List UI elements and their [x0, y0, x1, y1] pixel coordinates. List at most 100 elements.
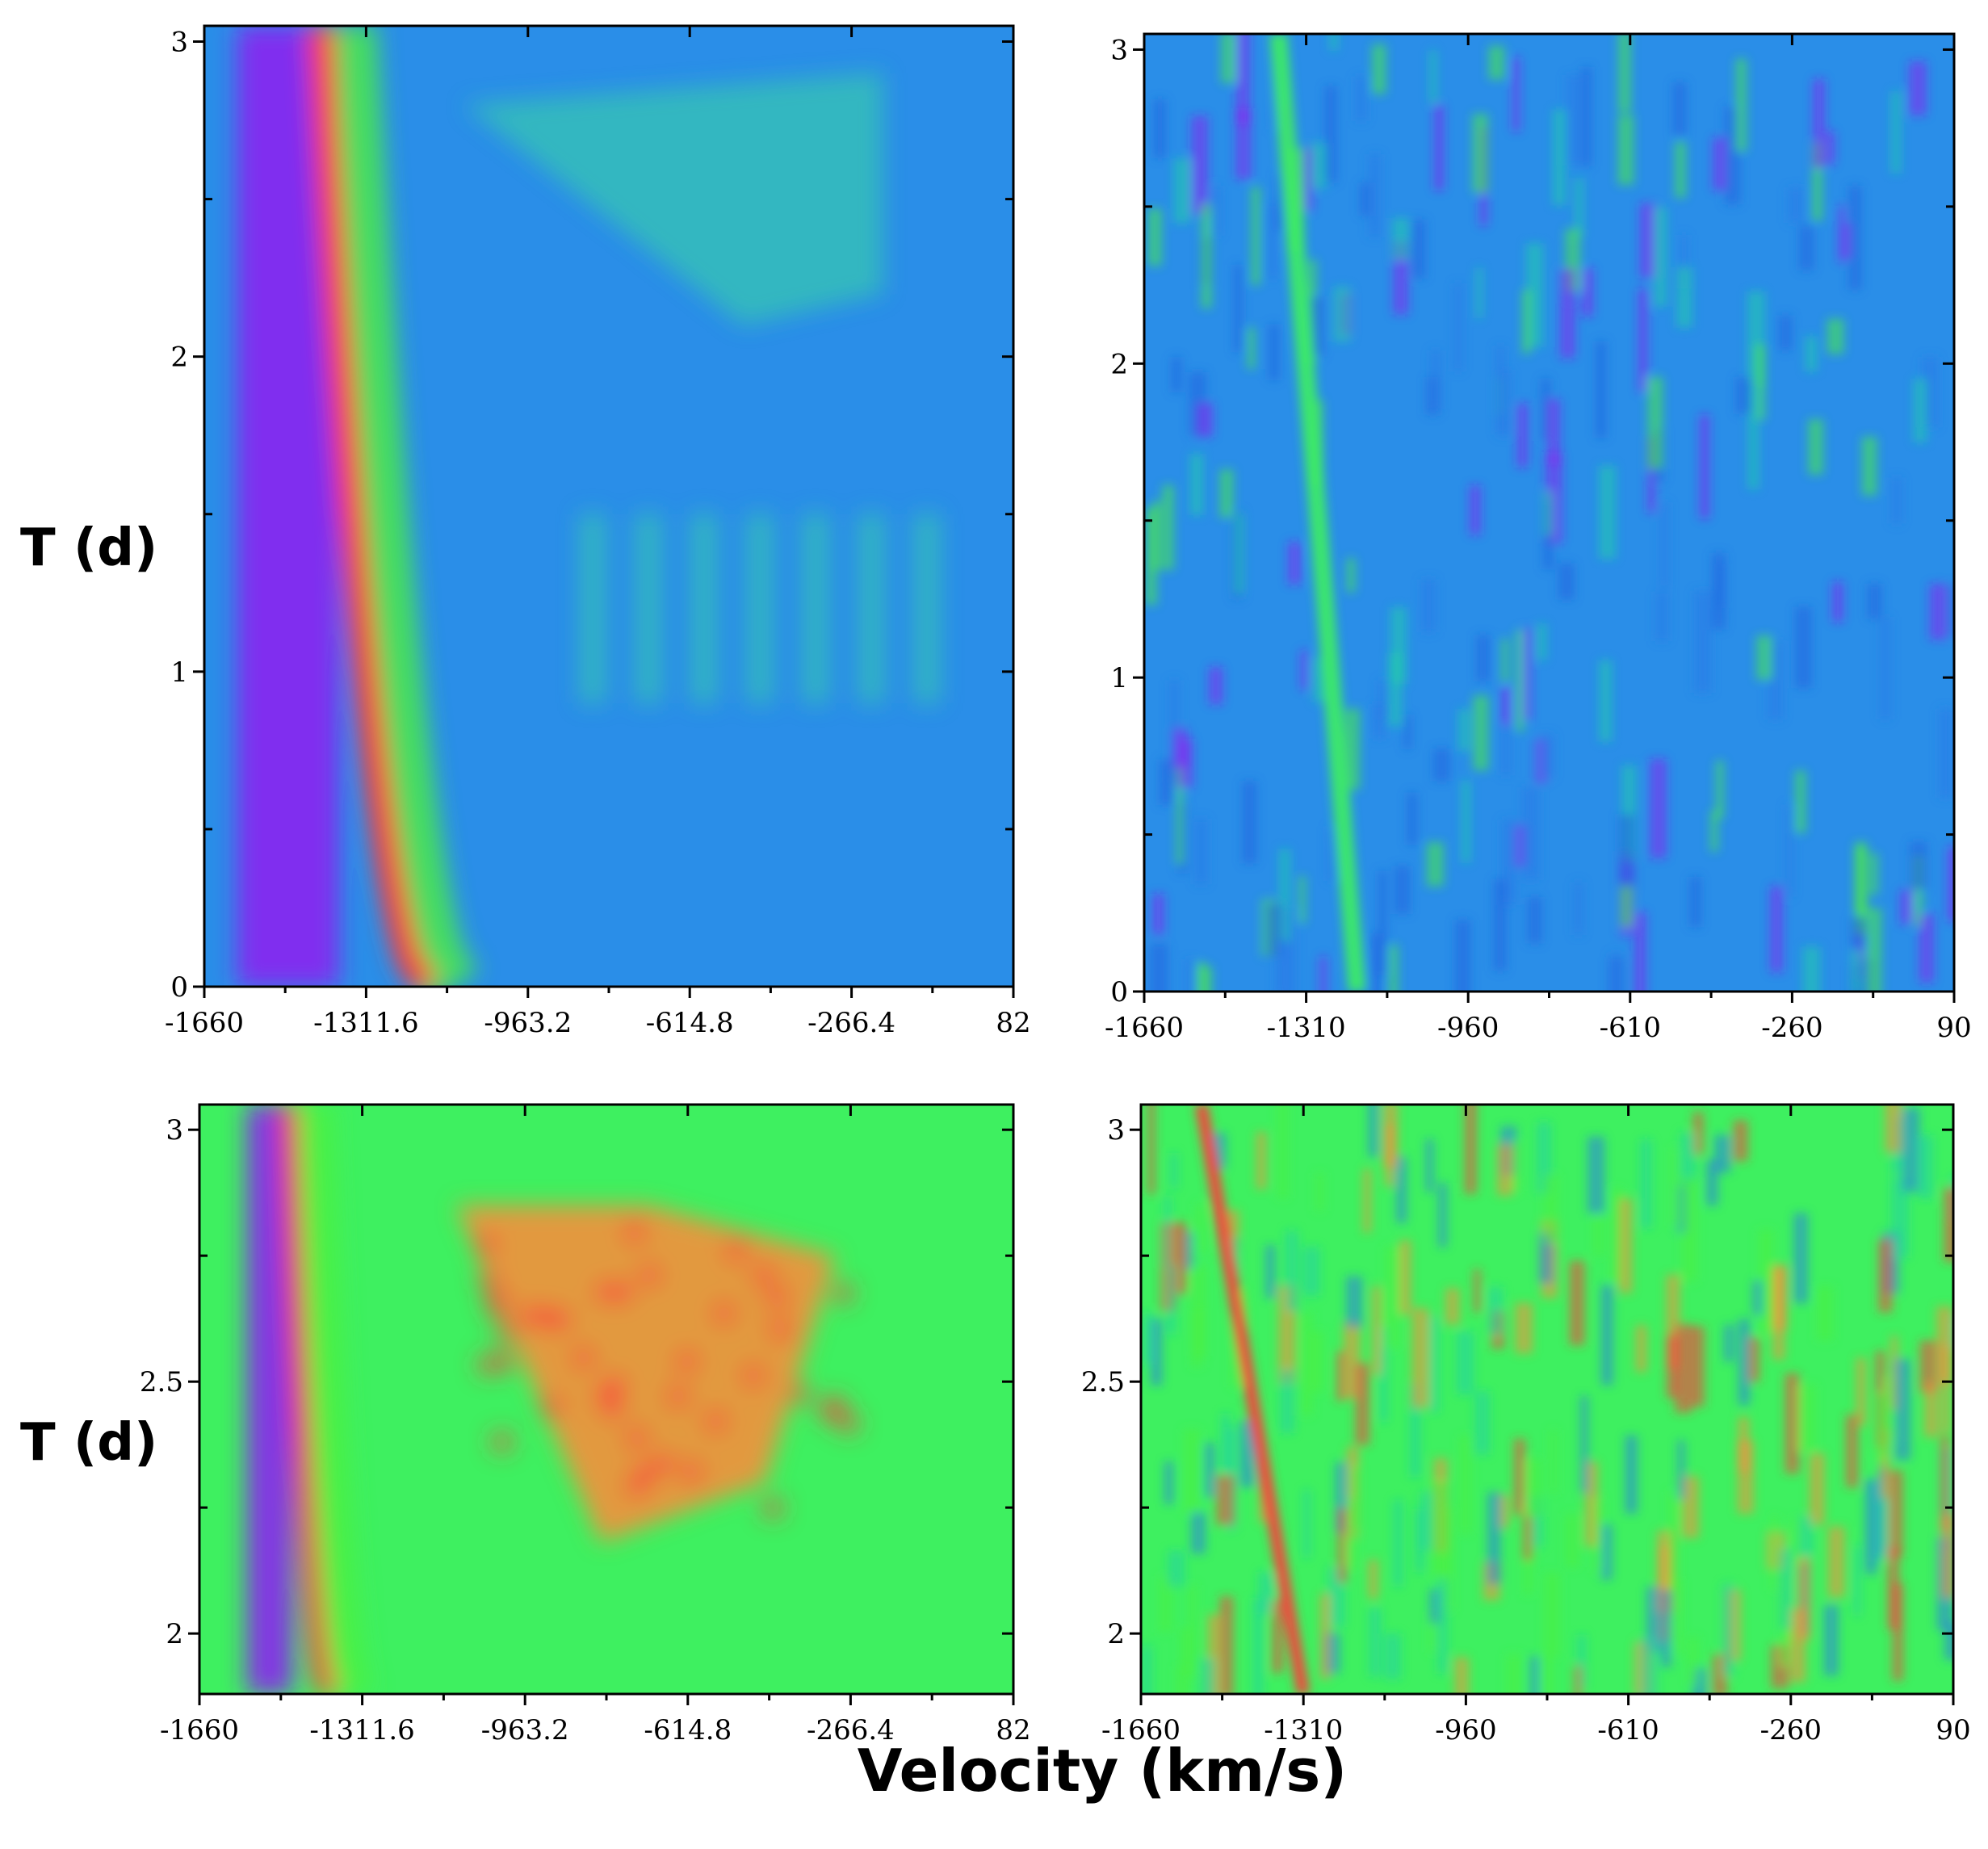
knot-feature [831, 1281, 854, 1305]
streak [1420, 1491, 1434, 1551]
streak [1827, 318, 1844, 354]
streak [1372, 1286, 1381, 1375]
streak [1593, 1214, 1604, 1256]
knot-feature [638, 1264, 661, 1287]
streak [1638, 288, 1648, 393]
streak [1428, 1612, 1437, 1653]
knot-feature [625, 1426, 648, 1449]
streak [1795, 606, 1812, 689]
streak [1313, 657, 1325, 702]
streak [1472, 114, 1489, 193]
knot-feature [675, 1350, 698, 1373]
streak [1512, 57, 1520, 132]
y-tick-label: 1 [1110, 662, 1128, 694]
streak [1474, 1391, 1490, 1455]
x-tick-label: -1660 [165, 1007, 244, 1039]
knot-feature [724, 1239, 748, 1263]
streak [1151, 1319, 1163, 1386]
streak [1384, 1246, 1400, 1349]
streak [1497, 1143, 1513, 1196]
streak [1853, 1545, 1860, 1616]
streak [1303, 1489, 1311, 1558]
x-tick-label: -1660 [1101, 1714, 1181, 1746]
streak [1843, 224, 1851, 258]
knot-feature [610, 1281, 634, 1304]
streak [1878, 1239, 1893, 1313]
streak [1738, 1417, 1750, 1473]
streak [1634, 912, 1646, 992]
streak [1267, 203, 1278, 279]
knot-feature [837, 1411, 861, 1435]
streak [1458, 709, 1470, 752]
streak [1221, 1413, 1230, 1472]
streak [1559, 268, 1575, 358]
streak [1856, 1357, 1866, 1426]
streak [1738, 1319, 1751, 1406]
streak [1816, 1286, 1834, 1341]
y-axis-title-bottom: T (d) [20, 1413, 157, 1473]
streak [1147, 208, 1162, 266]
streak [1461, 780, 1471, 863]
streak [1713, 1134, 1731, 1173]
streak [1431, 1480, 1449, 1578]
x-axis-title: Velocity (km/s) [858, 1737, 1347, 1805]
streak [1143, 1312, 1154, 1365]
streak [1735, 58, 1747, 153]
streak [1538, 1232, 1554, 1284]
feature-wedge [464, 73, 883, 325]
streak [1153, 99, 1166, 158]
x-tick-label: -614.8 [644, 1714, 732, 1746]
streak [1173, 158, 1191, 224]
y-tick-label: 1 [170, 656, 188, 689]
streak [1755, 344, 1765, 421]
y-tick-label: 0 [1110, 976, 1128, 1008]
streak [1799, 1516, 1814, 1558]
panel-top-left: -1660 -1311.6 -963.2 -614.8 -266.4 82 0 1 2 3 [165, 24, 1031, 1039]
streak [1521, 786, 1540, 881]
x-tick-label: 82 [996, 1714, 1030, 1746]
emission-ridge [1194, 1105, 1311, 1694]
streak [1710, 810, 1718, 852]
streak [1474, 1268, 1481, 1313]
x-tick-label: -1660 [1105, 1012, 1184, 1044]
streak [1385, 1124, 1395, 1186]
streak [1393, 241, 1409, 315]
streak [1185, 959, 1195, 992]
streak [1671, 1579, 1683, 1655]
streak [1756, 635, 1772, 681]
streak [1159, 1576, 1172, 1633]
streak [1390, 607, 1407, 685]
stripe-feature [580, 514, 605, 703]
knot-feature [477, 1268, 501, 1292]
streak [1210, 186, 1221, 236]
streak [1205, 1443, 1215, 1498]
streak [1575, 178, 1583, 237]
streak [1528, 896, 1542, 944]
panel-top-right: -1660 -1310 -960 -610 -260 90 0 1 2 3 [1105, 32, 1972, 1044]
streak [1654, 207, 1667, 307]
streak [1540, 734, 1554, 779]
streak [1221, 34, 1236, 84]
streak [1298, 875, 1306, 924]
streak [1890, 1335, 1898, 1410]
streak [1336, 1351, 1345, 1402]
streak [1788, 187, 1804, 223]
streak [1277, 1105, 1289, 1199]
x-tick-label: -1311.6 [313, 1007, 418, 1039]
streak [1425, 1138, 1434, 1193]
y-tick-label: 2.5 [1081, 1366, 1125, 1398]
knot-feature [495, 1321, 518, 1344]
streak [1881, 1428, 1889, 1499]
streak [1180, 1627, 1191, 1671]
streak [1808, 419, 1824, 476]
streak [1199, 966, 1213, 992]
streak [1851, 950, 1861, 992]
streak [1770, 1516, 1779, 1591]
streak [1688, 1637, 1699, 1686]
streak [1219, 1596, 1234, 1694]
streak [1522, 289, 1531, 354]
streak [1885, 1105, 1902, 1153]
y-axis-title-top: T (d) [20, 518, 157, 578]
streak [1162, 484, 1174, 570]
streak [1866, 908, 1882, 992]
